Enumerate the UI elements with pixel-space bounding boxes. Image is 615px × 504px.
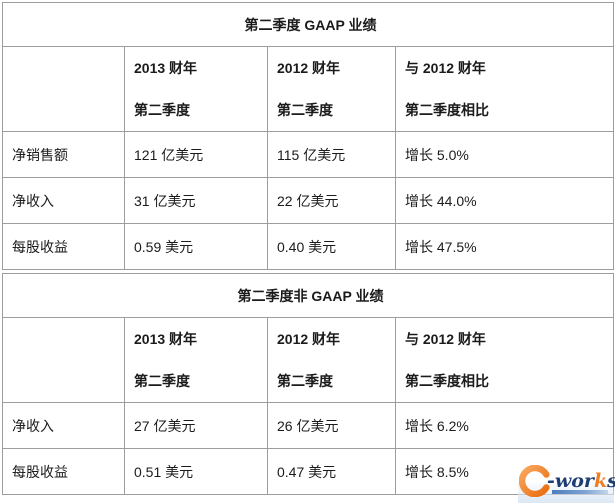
gaap-results-table: 第二季度 GAAP 业绩 2013 财年 第二季度 2012 财年 第二季度 与… [1, 2, 615, 270]
metric-change: 增长 47.5% [394, 223, 615, 270]
eworks-e-icon [518, 464, 551, 497]
metric-value-2012: 26 亿美元 [267, 402, 396, 449]
gaap-header-fy2012-line2: 第二季度 [277, 102, 333, 118]
metric-value-2012: 115 亿美元 [267, 131, 396, 178]
metric-change: 增长 44.0% [394, 177, 615, 224]
non-gaap-header-fy2013-line2: 第二季度 [134, 373, 190, 389]
metric-label: 净收入 [2, 402, 125, 449]
gaap-header-empty [2, 46, 125, 132]
non-gaap-results-table: 第二季度非 GAAP 业绩 2013 财年 第二季度 2012 财年 第二季度 … [1, 273, 615, 495]
table-row: 净收入 31 亿美元 22 亿美元 增长 44.0% [2, 177, 615, 224]
eworks-logo: -works [518, 458, 615, 503]
non-gaap-header-change: 与 2012 财年 第二季度相比 [394, 317, 615, 403]
eworks-wordmark-s: s [607, 470, 615, 492]
non-gaap-table-title: 第二季度非 GAAP 业绩 [1, 273, 615, 318]
metric-value-2013: 27 亿美元 [124, 402, 268, 449]
metric-value-2013: 121 亿美元 [124, 131, 268, 178]
eworks-underline-bar [552, 490, 608, 494]
gaap-header-change: 与 2012 财年 第二季度相比 [394, 46, 615, 132]
non-gaap-header-fy2012-line1: 2012 财年 [277, 331, 341, 347]
gaap-header-change-line1: 与 2012 财年 [405, 60, 486, 76]
gaap-header-fy2013: 2013 财年 第二季度 [124, 46, 268, 132]
metric-change: 增长 5.0% [394, 131, 615, 178]
table-row: 每股收益 0.59 美元 0.40 美元 增长 47.5% [2, 223, 615, 270]
metric-label: 净收入 [2, 177, 125, 224]
non-gaap-header-empty [2, 317, 125, 403]
metric-label: 每股收益 [2, 223, 125, 270]
metric-value-2012: 22 亿美元 [267, 177, 396, 224]
metric-value-2013: 31 亿美元 [124, 177, 268, 224]
metric-value-2013: 0.51 美元 [124, 448, 268, 495]
eworks-wordmark-wor: -wor [547, 469, 594, 492]
non-gaap-header-fy2013-line1: 2013 财年 [134, 331, 198, 347]
table-row: 净销售额 121 亿美元 115 亿美元 增长 5.0% [2, 131, 615, 178]
non-gaap-header-fy2013: 2013 财年 第二季度 [124, 317, 268, 403]
non-gaap-header-fy2012-line2: 第二季度 [277, 373, 333, 389]
metric-label: 净销售额 [2, 131, 125, 178]
gaap-header-fy2013-line1: 2013 财年 [134, 60, 198, 76]
table-row: 净收入 27 亿美元 26 亿美元 增长 6.2% [2, 402, 615, 449]
eworks-wordmark-k: k [593, 469, 608, 492]
gaap-header-fy2012: 2012 财年 第二季度 [267, 46, 396, 132]
metric-value-2012: 0.47 美元 [267, 448, 396, 495]
non-gaap-header-change-line2: 第二季度相比 [405, 373, 489, 389]
metric-value-2013: 0.59 美元 [124, 223, 268, 270]
gaap-table-title: 第二季度 GAAP 业绩 [1, 2, 615, 47]
metric-change: 增长 6.2% [394, 402, 615, 449]
metric-value-2012: 0.40 美元 [267, 223, 396, 270]
gaap-header-fy2013-line2: 第二季度 [134, 102, 190, 118]
gaap-header-change-line2: 第二季度相比 [405, 102, 489, 118]
metric-label: 每股收益 [2, 448, 125, 495]
non-gaap-header-fy2012: 2012 财年 第二季度 [267, 317, 396, 403]
gaap-header-fy2012-line1: 2012 财年 [277, 60, 341, 76]
non-gaap-header-change-line1: 与 2012 财年 [405, 331, 486, 347]
eworks-wordmark: -works [547, 470, 615, 492]
